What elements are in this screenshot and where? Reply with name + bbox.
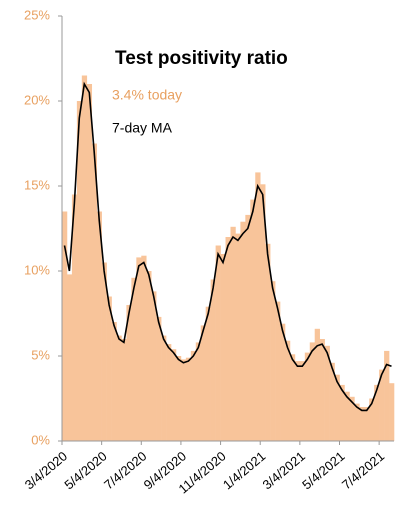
bar xyxy=(215,245,221,441)
bar xyxy=(205,306,211,441)
bar xyxy=(141,255,147,441)
bar xyxy=(284,340,291,441)
bar xyxy=(200,325,207,441)
y-tick-label: 20% xyxy=(24,92,50,107)
y-tick-label: 10% xyxy=(24,262,50,277)
bar xyxy=(156,316,162,441)
bar xyxy=(354,403,360,441)
annotation: 3.4% today xyxy=(112,87,182,103)
bar xyxy=(111,322,117,441)
bar xyxy=(166,344,172,441)
bar xyxy=(384,350,390,441)
x-tick-label: 5/4/2020 xyxy=(61,448,109,492)
bar xyxy=(240,221,246,441)
x-tick-label: 1/4/2021 xyxy=(220,448,268,492)
bar xyxy=(270,281,276,441)
bar xyxy=(131,277,137,441)
bar xyxy=(299,361,306,441)
y-tick-label: 25% xyxy=(24,7,50,22)
bar xyxy=(76,101,83,441)
x-tick-label: 7/4/2020 xyxy=(101,448,149,492)
bar xyxy=(91,143,97,441)
bar xyxy=(190,350,197,441)
bar xyxy=(280,323,286,441)
bar xyxy=(260,184,266,442)
x-tick-label: 3/4/2021 xyxy=(260,448,308,492)
bar xyxy=(389,383,395,441)
bar xyxy=(116,335,122,441)
bar xyxy=(374,384,380,441)
bar xyxy=(250,199,256,441)
bar xyxy=(151,291,157,441)
bar xyxy=(71,194,78,441)
y-tick-label: 5% xyxy=(31,347,50,362)
bar xyxy=(96,211,102,441)
y-tick-label: 15% xyxy=(24,177,50,192)
bar xyxy=(81,75,88,441)
bar xyxy=(161,335,167,441)
bar xyxy=(126,305,132,441)
bar xyxy=(121,339,127,441)
bar xyxy=(171,349,177,441)
bar xyxy=(369,398,375,441)
bar xyxy=(304,352,311,441)
y-tick-label: 0% xyxy=(31,432,50,447)
bar xyxy=(319,339,325,441)
bar xyxy=(136,257,142,441)
bar xyxy=(289,354,296,441)
bar xyxy=(101,262,107,441)
bar xyxy=(220,254,226,441)
ma-line xyxy=(63,81,392,412)
bar xyxy=(146,271,152,441)
bar xyxy=(255,172,261,441)
bar xyxy=(359,407,365,441)
bar xyxy=(86,84,93,441)
bar xyxy=(210,279,216,441)
bar xyxy=(294,361,301,441)
bar xyxy=(349,396,355,441)
bar xyxy=(175,356,182,441)
bar xyxy=(230,226,236,441)
bar xyxy=(275,301,281,441)
bar xyxy=(106,296,112,441)
bar xyxy=(265,243,271,441)
bar xyxy=(235,233,241,441)
bar xyxy=(314,328,320,441)
bar xyxy=(334,374,340,441)
bar xyxy=(309,342,316,441)
x-tick-label: 5/4/2021 xyxy=(299,448,347,492)
bar xyxy=(66,274,73,441)
bar xyxy=(379,369,385,441)
bar xyxy=(195,342,202,441)
legend-label: 7-day MA xyxy=(112,120,173,136)
bar xyxy=(62,211,68,441)
x-tick-label: 7/4/2021 xyxy=(339,448,387,492)
bar xyxy=(364,407,370,441)
bar xyxy=(225,237,231,441)
bar xyxy=(339,384,345,441)
bar xyxy=(329,362,335,441)
bar xyxy=(185,357,192,441)
chart-title: Test positivity ratio xyxy=(115,48,288,69)
x-tick-label: 3/4/2020 xyxy=(22,448,70,492)
bar xyxy=(245,214,251,441)
bar xyxy=(180,359,187,441)
bar xyxy=(324,345,330,441)
bar xyxy=(344,391,350,441)
